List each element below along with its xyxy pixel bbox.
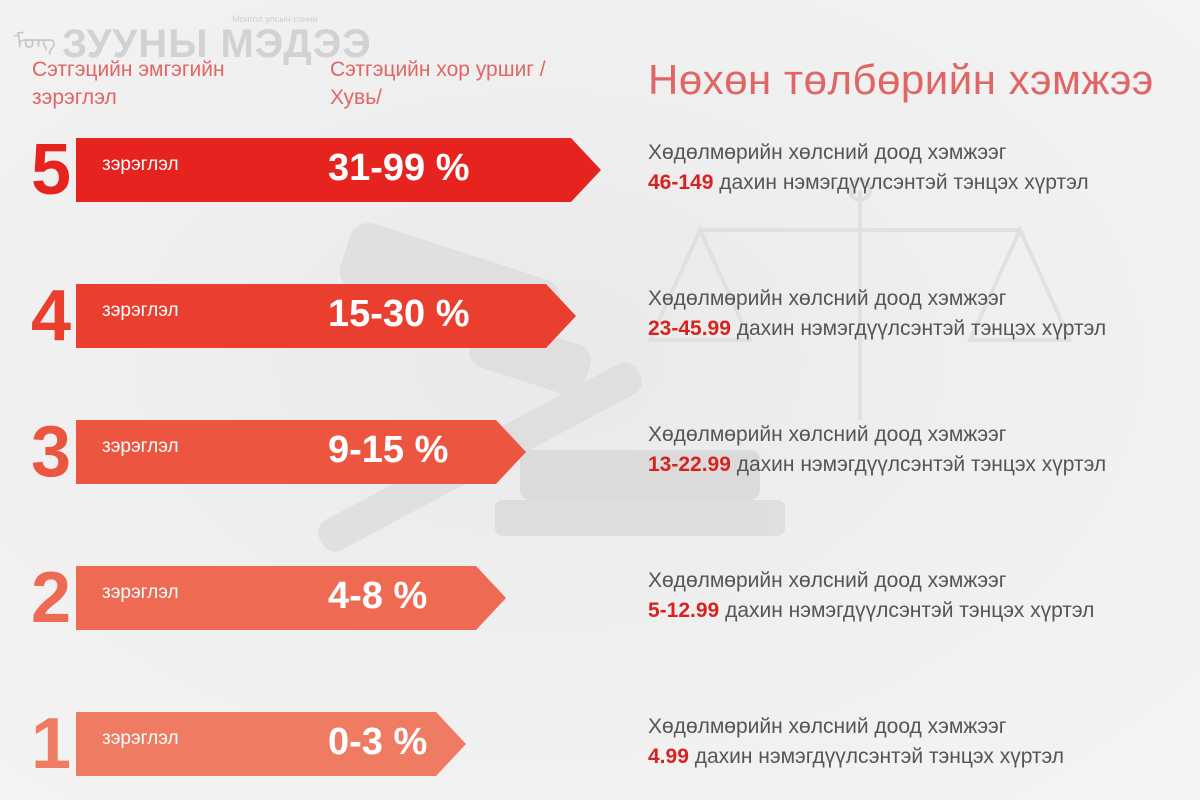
level-number: 4 [30,276,72,356]
level-row: 2 зэрэглэл 4-8 % Хөдөлмөрийн хөлсний доо… [0,558,1200,638]
level-row: 5 зэрэглэл 31-99 % Хөдөлмөрийн хөлсний д… [0,130,1200,210]
level-column-header: Сэтгэцийн эмгэгийн зэрэглэл [32,58,225,109]
logo: ЗУУНЫ МЭДЭЭ [62,22,372,66]
level-word: зэрэглэл [102,154,179,175]
multiplier-range: 5-12.99 [648,599,720,622]
description-line-2-text: дахин нэмэгдүүлсэнтэй тэнцэх хүртэл [688,745,1065,768]
compensation-title: Нөхөн төлбөрийн хэмжээ [648,56,1154,103]
description-line-2: 13-22.99 дахин нэмэгдүүлсэнтэй тэнцэх хү… [648,450,1106,480]
compensation-description: Хөдөлмөрийн хөлсний доод хэмжээг 4.99 да… [648,712,1064,772]
level-arrow-banner [76,566,506,630]
level-number: 5 [30,130,72,210]
level-word: зэрэглэл [102,436,179,457]
level-word: зэрэглэл [102,728,179,749]
level-number: 1 [30,704,72,784]
logo-tagline: Монгол улсын сонин [232,14,318,24]
level-row: 3 зэрэглэл 9-15 % Хөдөлмөрийн хөлсний до… [0,412,1200,492]
multiplier-range: 4.99 [648,745,689,768]
harm-percent: 0-3 % [328,721,428,763]
level-arrow-banner [76,420,526,484]
description-line-2: 4.99 дахин нэмэгдүүлсэнтэй тэнцэх хүртэл [648,742,1064,772]
description-line-2: 46-149 дахин нэмэгдүүлсэнтэй тэнцэх хүрт… [648,168,1089,198]
logo-script: ᠮᠣᠩ [14,29,56,54]
level-row: 4 зэрэглэл 15-30 % Хөдөлмөрийн хөлсний д… [0,276,1200,356]
description-line-1: Хөдөлмөрийн хөлсний доод хэмжээг [648,141,1007,164]
compensation-description: Хөдөлмөрийн хөлсний доод хэмжээг 23-45.9… [648,284,1106,344]
compensation-description: Хөдөлмөрийн хөлсний доод хэмжээг 46-149 … [648,138,1089,198]
compensation-description: Хөдөлмөрийн хөлсний доод хэмжээг 13-22.9… [648,420,1106,480]
level-word: зэрэглэл [102,300,179,321]
multiplier-range: 23-45.99 [648,317,731,340]
multiplier-range: 46-149 [648,171,714,194]
harm-percent: 9-15 % [328,429,449,471]
harm-percent: 15-30 % [328,293,470,335]
level-arrow-banner [76,712,466,776]
description-line-2-text: дахин нэмэгдүүлсэнтэй тэнцэх хүртэл [719,599,1095,622]
compensation-description: Хөдөлмөрийн хөлсний доод хэмжээг 5-12.99… [648,566,1094,626]
description-line-1: Хөдөлмөрийн хөлсний доод хэмжээг [648,287,1007,310]
level-arrow-banner [76,284,576,348]
level-number: 2 [30,558,72,638]
level-row: 1 зэрэглэл 0-3 % Хөдөлмөрийн хөлсний доо… [0,704,1200,784]
harm-percent: 31-99 % [328,147,470,189]
description-line-2-text: дахин нэмэгдүүлсэнтэй тэнцэх хүртэл [730,453,1107,476]
description-line-2: 5-12.99 дахин нэмэгдүүлсэнтэй тэнцэх хүр… [648,596,1094,626]
harm-percent: 4-8 % [328,575,428,617]
description-line-2-text: дахин нэмэгдүүлсэнтэй тэнцэх хүртэл [730,317,1107,340]
description-line-1: Хөдөлмөрийн хөлсний доод хэмжээг [648,569,1007,592]
harm-column-header: Сэтгэцийн хор уршиг /Хувь/ [330,58,546,109]
description-line-1: Хөдөлмөрийн хөлсний доод хэмжээг [648,423,1007,446]
level-arrow-banner [76,138,601,202]
description-line-2: 23-45.99 дахин нэмэгдүүлсэнтэй тэнцэх хү… [648,314,1106,344]
description-line-1: Хөдөлмөрийн хөлсний доод хэмжээг [648,715,1007,738]
level-word: зэрэглэл [102,582,179,603]
description-line-2-text: дахин нэмэгдүүлсэнтэй тэнцэх хүртэл [713,171,1089,194]
multiplier-range: 13-22.99 [648,453,731,476]
level-number: 3 [30,412,72,492]
